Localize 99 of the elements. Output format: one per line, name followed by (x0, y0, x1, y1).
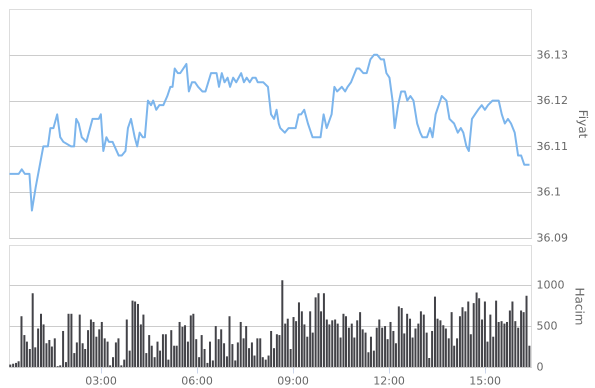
bar (484, 301, 486, 367)
bar (489, 314, 492, 367)
bar (164, 334, 167, 367)
bar (90, 320, 92, 367)
bar (450, 312, 453, 367)
bar (68, 314, 70, 367)
bar (406, 314, 408, 367)
bar (422, 314, 425, 367)
bar (32, 293, 34, 367)
bar (500, 321, 503, 367)
bar (100, 322, 103, 367)
bar (342, 314, 344, 367)
y-axis-title: Hacim (572, 288, 586, 326)
bar (178, 322, 181, 367)
x-tick-label: 03:00 (85, 374, 117, 388)
bar (359, 312, 362, 367)
y-tick-label: 36.1 (536, 186, 561, 199)
bar (240, 322, 242, 367)
bar (526, 296, 528, 367)
bar (200, 335, 203, 367)
bar (317, 293, 320, 367)
bar (444, 328, 447, 367)
bar (192, 314, 194, 367)
bar (390, 322, 392, 367)
bar (62, 330, 64, 367)
bar (117, 338, 120, 367)
y-tick-label: 36.11 (536, 140, 568, 153)
bar (467, 301, 470, 367)
bar (250, 342, 253, 367)
bar (298, 302, 300, 367)
y-axis-title: Fiyat (576, 110, 590, 139)
bar (106, 342, 109, 367)
bar (48, 340, 50, 367)
bar (170, 330, 172, 367)
y-tick-label: 1000 (536, 278, 564, 292)
bar (336, 324, 339, 367)
bar (15, 362, 18, 367)
bar (270, 330, 272, 367)
x-tick-label: 09:00 (277, 374, 309, 388)
bar (126, 320, 128, 367)
x-tick-label: 06:00 (181, 374, 213, 388)
bar (136, 304, 139, 367)
y-tick-label: 36.12 (536, 94, 568, 108)
bar (520, 310, 522, 367)
bar (70, 314, 72, 367)
bar (228, 316, 231, 367)
bar (398, 306, 400, 367)
bar (439, 320, 442, 367)
bar (276, 334, 278, 367)
bar (208, 342, 211, 367)
bar (314, 297, 317, 367)
bar (256, 338, 258, 367)
bar (331, 320, 334, 367)
bar (309, 311, 312, 367)
bar (220, 329, 222, 367)
y-tick-label: 36.13 (536, 48, 568, 62)
bar (322, 293, 325, 367)
bar (370, 336, 372, 367)
bar (400, 308, 403, 367)
x-tick-label: 15:00 (469, 374, 501, 388)
bar (78, 314, 81, 367)
bar (190, 315, 192, 367)
bar (12, 364, 14, 367)
y-tick-label: 0 (536, 360, 544, 374)
bar (156, 342, 159, 367)
bar (214, 326, 217, 367)
bar (350, 324, 353, 367)
bar (54, 338, 56, 367)
y-tick-label: 36.09 (536, 232, 568, 244)
bar (142, 314, 144, 367)
bar (148, 335, 150, 367)
bar (264, 360, 267, 367)
bar (184, 325, 186, 367)
bar (114, 342, 117, 367)
bar (420, 311, 422, 367)
bar (345, 316, 348, 367)
bar (378, 320, 380, 367)
bar (434, 296, 436, 367)
bar (384, 326, 386, 367)
bar (245, 326, 248, 367)
bar (462, 307, 464, 367)
bar (334, 320, 336, 367)
bar (134, 301, 136, 367)
bar (476, 292, 478, 367)
y-tick-label: 500 (536, 320, 558, 333)
bar (364, 332, 367, 367)
bar (495, 300, 498, 367)
bar (162, 334, 164, 367)
bar (132, 300, 134, 367)
bar (259, 338, 262, 367)
line-series (9, 54, 530, 212)
bar (92, 322, 94, 367)
bar (281, 280, 284, 367)
bar (20, 316, 22, 367)
bar (286, 318, 289, 367)
bar (40, 314, 42, 367)
x-tick-label: 12:00 (373, 374, 405, 388)
bar (503, 324, 506, 367)
bar (292, 317, 295, 367)
